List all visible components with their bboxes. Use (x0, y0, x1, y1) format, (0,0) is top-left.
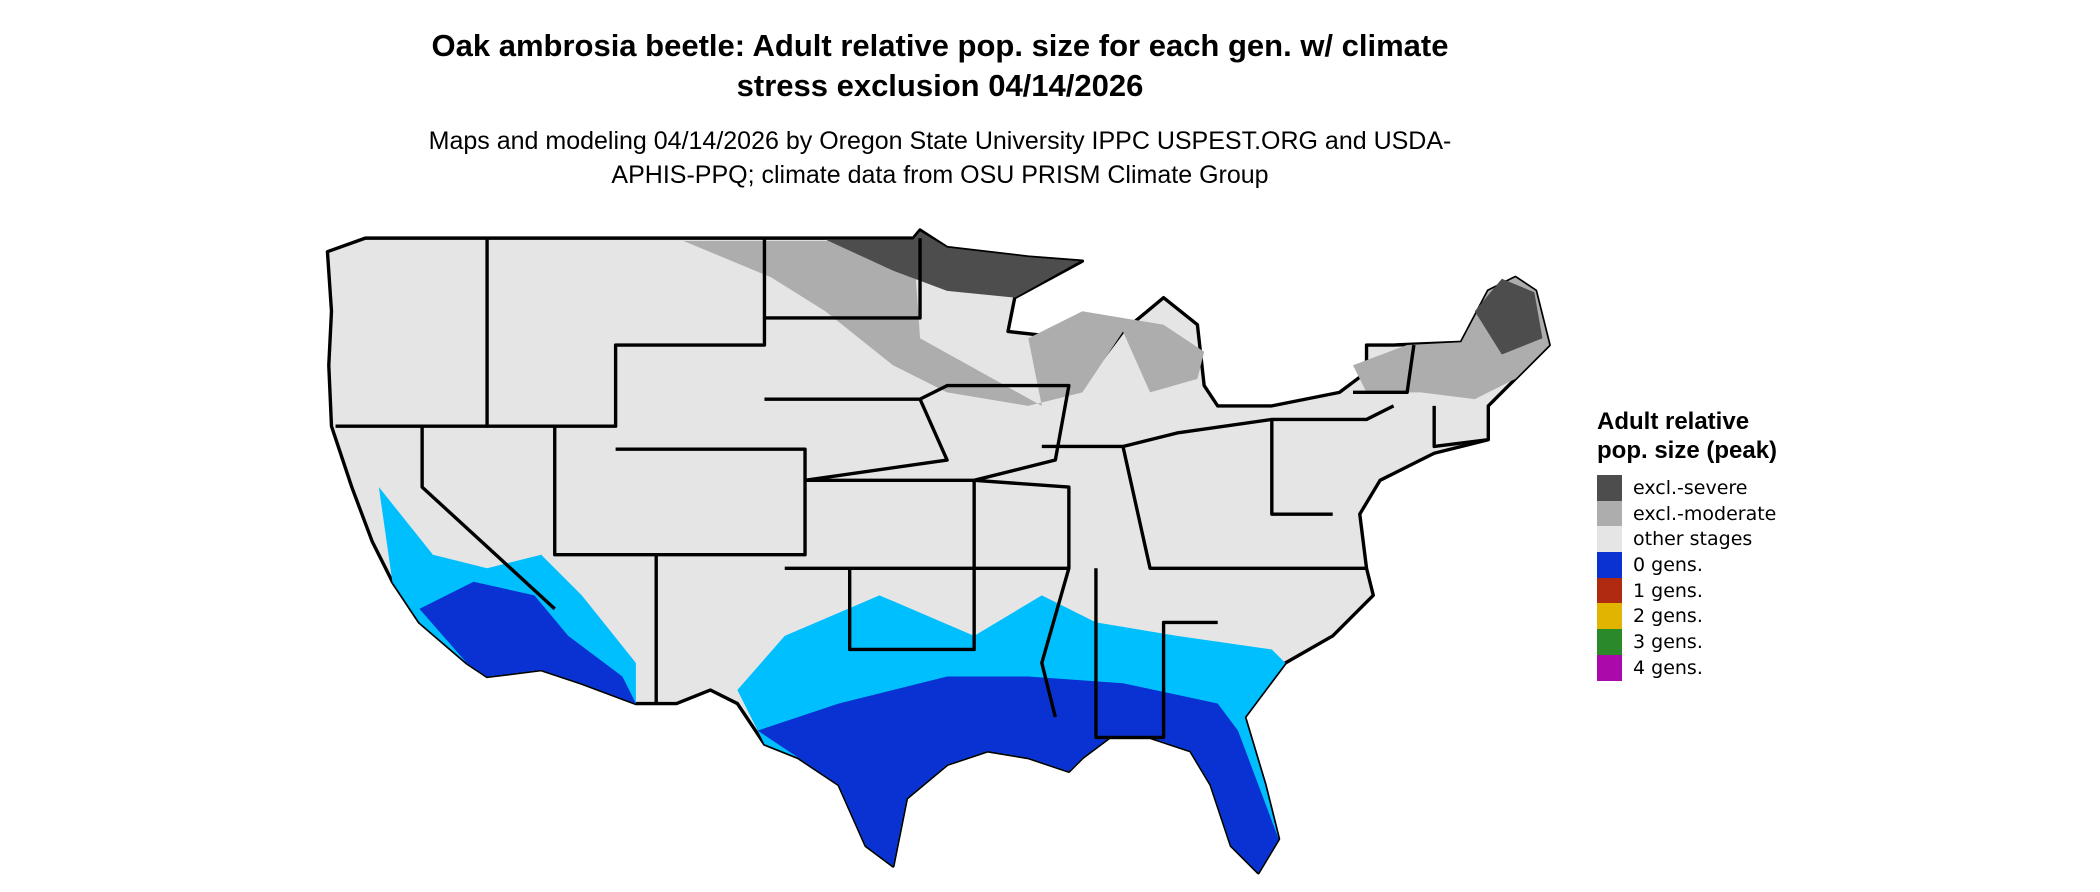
legend-label: 3 gens. (1633, 630, 1703, 653)
legend-swatch (1597, 577, 1622, 604)
legend-swatch (1597, 500, 1622, 527)
legend-items: excl.-severe excl.-moderate other stages 0 … (1597, 475, 1787, 681)
legend-item: 2 gens. (1597, 603, 1787, 630)
legend-swatch (1597, 552, 1622, 578)
legend-label: 4 gens. (1633, 656, 1703, 679)
legend-label: 0 gens. (1633, 553, 1703, 576)
zero-gen-region (419, 581, 636, 704)
legend-item: other stages (1597, 526, 1787, 553)
severe-region (825, 231, 1080, 298)
legend-label: excl.-severe (1633, 476, 1748, 499)
legend-item: excl.-severe (1597, 475, 1787, 501)
legend-swatch (1597, 629, 1622, 655)
severe-region (1474, 278, 1543, 355)
moderate-region (683, 240, 1205, 406)
state-borders (335, 238, 1489, 740)
legend: Adult relative pop. size (peak) excl.-se… (1597, 407, 1787, 681)
us-outline (325, 228, 1551, 875)
legend-swatch (1597, 526, 1622, 553)
legend-item: 3 gens. (1597, 629, 1787, 655)
legend-label: excl.-moderate (1633, 502, 1777, 525)
legend-label: 1 gens. (1633, 579, 1703, 602)
legend-swatch (1597, 654, 1622, 681)
subtitle: Maps and modeling 04/14/2026 by Oregon S… (428, 127, 1452, 189)
legend-item: 1 gens. (1597, 577, 1787, 604)
title: Oak ambrosia beetle: Adult relative pop.… (431, 28, 1449, 103)
legend-title: Adult relative pop. size (peak) (1597, 408, 1778, 464)
legend-label: other stages (1633, 528, 1753, 551)
legend-swatch (1597, 603, 1622, 630)
zero-gen-region (757, 676, 1279, 873)
legend-swatch (1597, 475, 1622, 501)
legend-item: excl.-moderate (1597, 500, 1787, 527)
legend-item: 4 gens. (1597, 654, 1787, 681)
legend-label: 2 gens. (1633, 605, 1703, 628)
legend-item: 0 gens. (1597, 552, 1787, 578)
